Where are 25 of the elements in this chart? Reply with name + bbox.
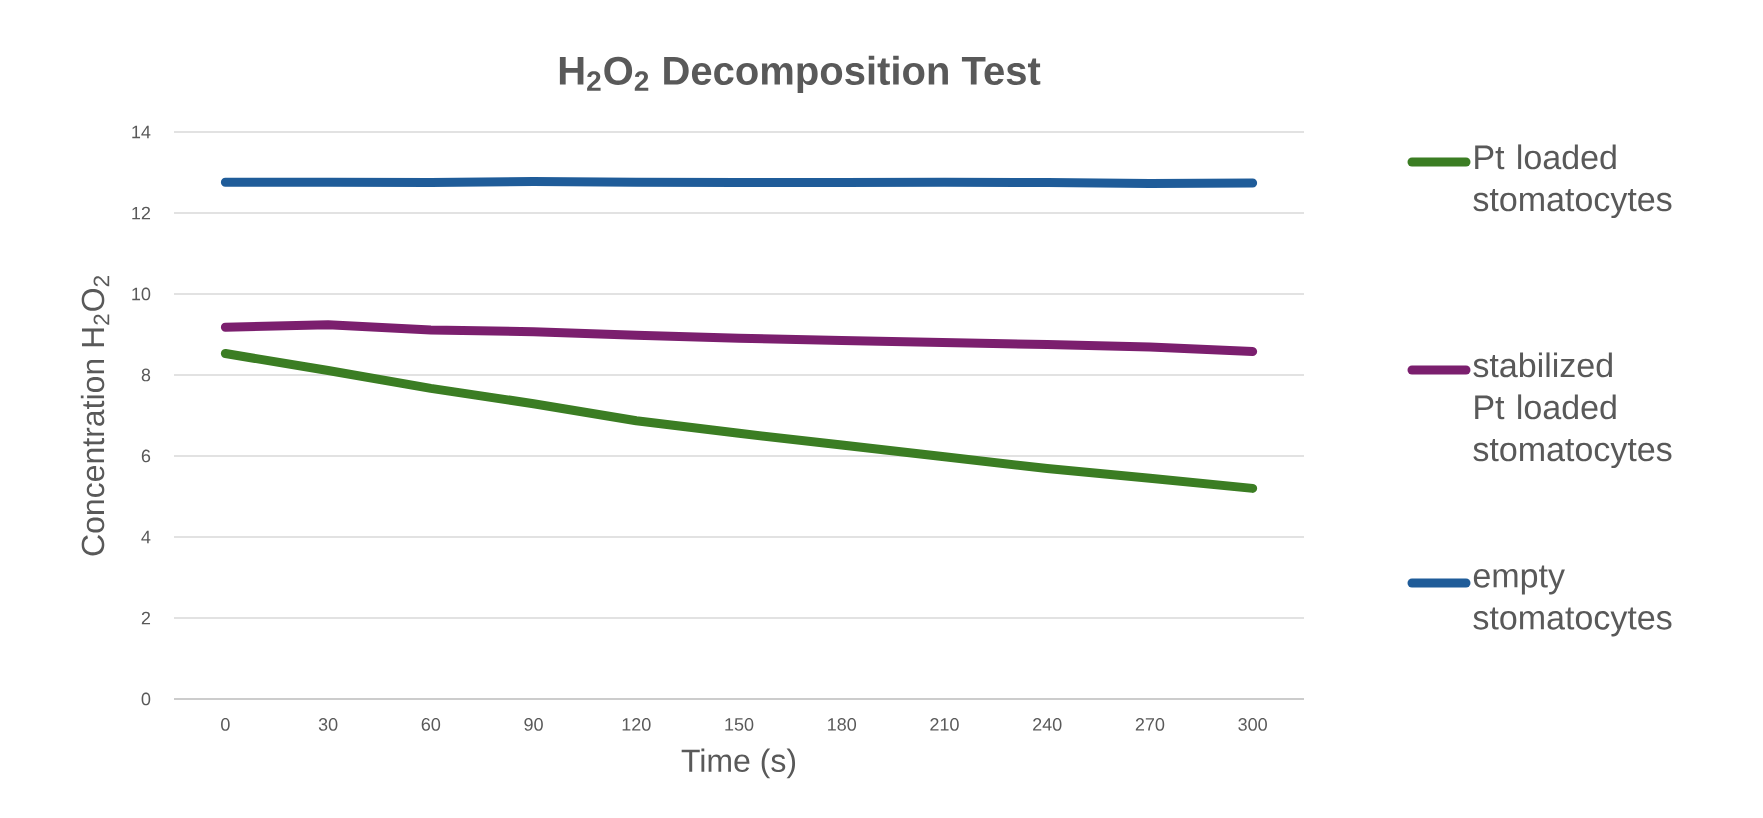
y-tick-label: 14 [132, 125, 151, 139]
y-axis-title: Concentration H$_{2}$O$_{2}$ [80, 276, 110, 556]
x-tick-label: 90 [524, 718, 543, 731]
x-tick-label: 240 [1033, 718, 1062, 731]
y-tick-label: 10 [132, 287, 151, 301]
x-tick-label: 270 [1135, 718, 1165, 731]
y-tick-label: 8 [141, 368, 151, 382]
x-tick-label: 150 [725, 718, 754, 731]
x-tick-label: 0 [221, 718, 230, 731]
y-tick-label: 4 [141, 530, 151, 544]
x-tick-label: 210 [930, 718, 959, 731]
x-tick-label: 60 [421, 718, 441, 731]
y-tick-label: 12 [132, 206, 151, 220]
y-tick-label: 0 [141, 692, 151, 706]
y-tick-label: 2 [141, 611, 151, 625]
chart-title: H$_{2}$O$_{2}$ Decomposition Test [559, 55, 1041, 93]
x-tick-label: 30 [318, 718, 338, 731]
legend-label: stabilized Pt loaded stomatocytes [1473, 352, 1672, 469]
x-axis-title: Time (s) [681, 748, 796, 779]
legend-label: empty stomatocytes [1473, 565, 1672, 637]
x-tick-label: 120 [622, 718, 651, 731]
legend-label: Pt loaded stomatocytes [1473, 144, 1672, 219]
x-tick-label: 180 [828, 718, 857, 731]
y-tick-label: 6 [141, 449, 151, 463]
x-tick-label: 300 [1238, 718, 1267, 731]
